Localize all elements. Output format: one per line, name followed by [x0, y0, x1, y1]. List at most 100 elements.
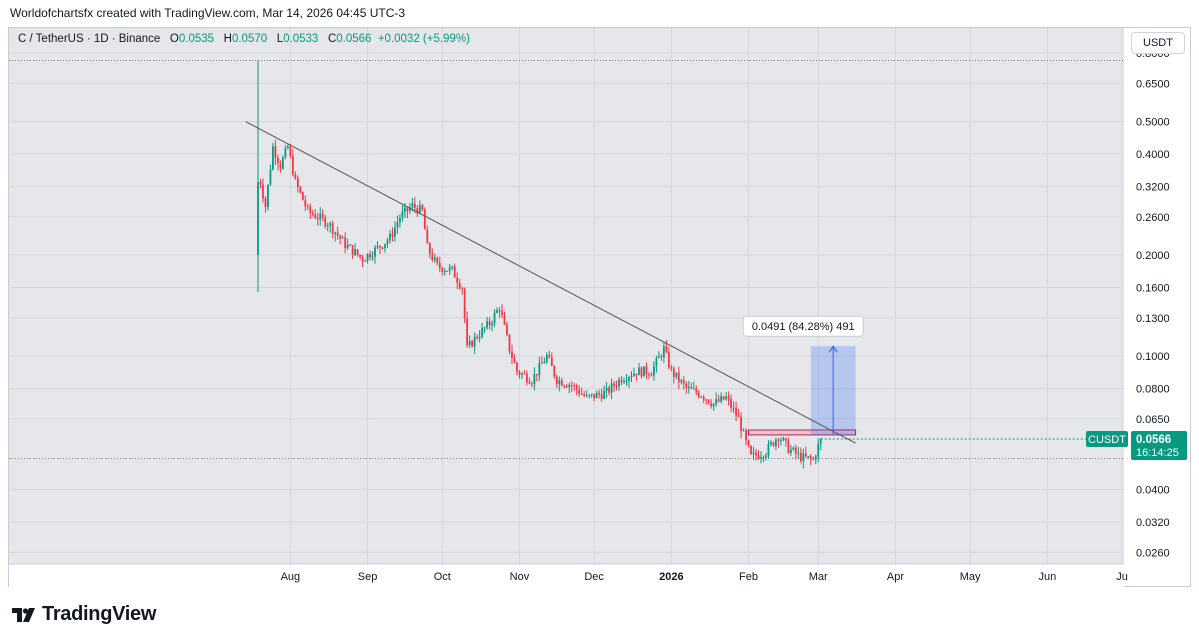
candle-body — [580, 393, 583, 395]
candle-body — [710, 403, 713, 407]
candle-body — [565, 386, 568, 388]
candle-body — [299, 186, 302, 193]
candle-body — [665, 346, 668, 352]
low-value: 0.0533 — [283, 33, 319, 45]
candle-body — [431, 253, 434, 260]
candle-body — [742, 430, 745, 432]
candle-body — [319, 213, 322, 220]
close-label: C — [327, 33, 337, 45]
measure-label: 0.0491 (84.28%) 491 — [752, 321, 855, 333]
candle-body — [408, 207, 411, 211]
candle-body — [516, 362, 518, 372]
candle-body — [610, 383, 613, 393]
y-tick-label: 0.3200 — [1136, 182, 1170, 194]
candle-body — [692, 388, 695, 390]
bar-countdown-label: 16:14:25 — [1136, 447, 1179, 459]
candle-body — [578, 389, 581, 394]
ticker-tag-label: CUSDT — [1088, 434, 1126, 446]
candle-body — [575, 385, 578, 390]
candle-body — [548, 354, 551, 358]
candle-body — [389, 233, 391, 241]
candle-body — [603, 390, 606, 399]
candle-body — [528, 382, 531, 384]
candle-body — [503, 314, 506, 325]
x-tick-label: Jun — [1038, 571, 1056, 583]
candle-body — [700, 396, 703, 398]
candle-body — [478, 336, 481, 338]
candle-body — [361, 256, 364, 262]
time-axis-background — [9, 564, 1124, 587]
candle-body — [428, 243, 431, 254]
candle-body — [423, 209, 426, 230]
candle-body — [740, 416, 742, 432]
x-tick-label: Dec — [584, 571, 604, 583]
candle-body — [421, 205, 424, 210]
tradingview-wordmark: TradingView — [42, 603, 157, 625]
candle-body — [667, 351, 670, 368]
candle-body — [301, 192, 304, 201]
candle-body — [752, 452, 755, 455]
x-tick-label: Nov — [510, 571, 530, 583]
candle-body — [563, 385, 566, 387]
candle-body — [720, 396, 723, 402]
candle-body — [531, 383, 533, 385]
candle-body — [560, 380, 563, 386]
candle-body — [381, 247, 384, 249]
candle-body — [443, 270, 446, 273]
candle-body — [762, 457, 765, 459]
y-tick-label: 0.0320 — [1136, 517, 1170, 529]
tradingview-logo[interactable]: TradingView — [12, 603, 156, 626]
candle-body — [662, 346, 665, 358]
candle-body — [767, 444, 770, 456]
candle-body — [583, 394, 586, 396]
candle-body — [274, 146, 277, 158]
candle-body — [508, 334, 511, 352]
candle-body — [396, 222, 399, 228]
candle-body — [540, 362, 543, 364]
candle-body — [543, 361, 546, 364]
symbol-name[interactable]: C / TetherUS · 1D · Binance — [18, 33, 161, 45]
candle-body — [777, 439, 780, 441]
candle-body — [279, 163, 282, 169]
high-value: 0.0570 — [231, 33, 268, 45]
candle-body — [660, 356, 663, 358]
currency-button[interactable]: USDT — [1131, 32, 1185, 54]
y-tick-label: 0.2000 — [1136, 250, 1170, 262]
candle-body — [635, 373, 638, 376]
candle-body — [772, 442, 775, 446]
candle-body — [334, 232, 337, 234]
candle-body — [331, 223, 334, 234]
candle-body — [717, 399, 720, 402]
candle-body — [511, 351, 513, 358]
close-value: 0.0566 — [336, 33, 372, 45]
candle-body — [354, 249, 357, 255]
candle-body — [600, 394, 603, 399]
candle-body — [685, 383, 688, 388]
candle-body — [491, 323, 493, 326]
candle-body — [386, 240, 389, 244]
candle-body — [463, 289, 466, 319]
candle-body — [645, 366, 648, 375]
candle-body — [316, 218, 319, 220]
candle-body — [359, 254, 361, 257]
candle-body — [401, 211, 404, 218]
candle-body — [473, 336, 476, 347]
candle-body — [677, 372, 680, 382]
candle-body — [446, 270, 449, 272]
y-tick-label: 0.0800 — [1136, 384, 1170, 396]
candle-body — [501, 310, 503, 315]
candle-body — [735, 407, 737, 416]
measure-arrow-head — [828, 345, 838, 353]
candle-body — [321, 213, 324, 218]
candle-body — [456, 277, 459, 283]
candle-body — [294, 174, 297, 179]
candle-body — [707, 399, 710, 404]
candle-body — [433, 257, 436, 260]
x-tick-label: 2026 — [659, 571, 683, 583]
candle-body — [399, 217, 401, 223]
y-tick-label: 0.0650 — [1136, 414, 1170, 426]
candle-body — [715, 399, 718, 404]
candle-body — [384, 243, 386, 249]
symbol-info-bar: C / TetherUS · 1D · Binance O0.0535 H0.0… — [18, 33, 470, 45]
